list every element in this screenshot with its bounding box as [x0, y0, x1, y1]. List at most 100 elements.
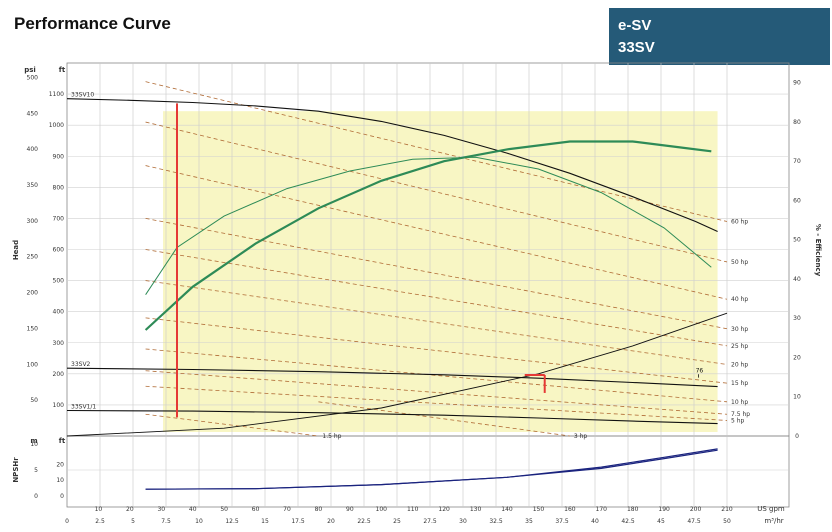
y-tick-ft: 900	[53, 153, 65, 160]
x-tick-m3h: 22.5	[357, 518, 371, 525]
y2-tick-eff: 30	[793, 315, 801, 322]
brand-series: e-SV	[618, 17, 652, 34]
x-tick-gpm: 60	[252, 506, 260, 513]
x-tick-gpm: 200	[690, 506, 702, 513]
y2-axis-title: % - Efficiency	[814, 224, 822, 277]
power-line	[145, 218, 728, 330]
y-tick-ft: 1000	[49, 122, 64, 129]
npsh-unit-ft: ft	[59, 437, 66, 445]
x-tick-gpm: 180	[627, 506, 639, 513]
x-tick-gpm: 210	[721, 506, 733, 513]
x-tick-m3h: 42.5	[621, 518, 635, 525]
x-tick-m3h: 30	[459, 518, 467, 525]
x-tick-gpm: 150	[533, 506, 545, 513]
power-line	[145, 413, 319, 437]
y-unit-psi: psi	[24, 66, 36, 74]
y2-tick-eff: 50	[793, 237, 801, 244]
brand-banner: e-SV 33SV	[609, 8, 830, 65]
x-tick-gpm: 70	[283, 506, 291, 513]
x-tick-gpm: 110	[407, 506, 419, 513]
x-tick-m3h: 5	[131, 518, 135, 525]
x-tick-m3h: 10	[195, 518, 203, 525]
npsh-plot-frame	[66, 435, 790, 508]
y-tick-psi: 200	[27, 290, 39, 297]
power-line	[318, 401, 570, 437]
y-tick-psi: 450	[27, 110, 39, 117]
x-tick-gpm: 190	[658, 506, 670, 513]
efficiency-curve	[144, 140, 712, 331]
power-line-label: 25 hp	[731, 343, 748, 350]
y-tick-ft: 200	[53, 371, 65, 378]
x-tick-m3h: 50	[723, 518, 731, 525]
npsh-axis-title: NPSHr	[12, 457, 20, 483]
y-tick-psi: 350	[27, 182, 39, 189]
npsh-tick-ft: 0	[60, 493, 64, 500]
npsh-tick-m: 10	[30, 441, 38, 448]
y-tick-ft: 100	[53, 402, 65, 409]
x-tick-m3h: 40	[591, 518, 599, 525]
power-line-label: 1.5 hp	[322, 433, 341, 440]
operating-region	[163, 111, 718, 432]
npsh-tick-m: 0	[34, 493, 38, 500]
npsh-curve	[145, 448, 718, 490]
x-tick-m3h: 27.5	[423, 518, 437, 525]
y-tick-ft: 600	[53, 247, 65, 254]
x-tick-m3h: 32.5	[489, 518, 503, 525]
x-tick-m3h: 17.5	[291, 518, 305, 525]
x-tick-gpm: 140	[501, 506, 513, 513]
power-line	[145, 165, 728, 300]
y2-tick-eff: 0	[795, 433, 799, 440]
head-curve-label: 33SV2	[71, 361, 91, 368]
y-tick-ft: 1100	[49, 91, 64, 98]
npsh-tick-ft: 20	[56, 461, 64, 468]
x-tick-m3h: 7.5	[161, 518, 171, 525]
x-tick-gpm: 80	[315, 506, 323, 513]
x-tick-gpm: 40	[189, 506, 197, 513]
power-line	[145, 348, 728, 403]
x-tick-m3h: 25	[393, 518, 401, 525]
x-tick-m3h: 47.5	[687, 518, 701, 525]
y-tick-psi: 150	[27, 325, 39, 332]
npsh-tick-ft: 10	[56, 477, 64, 484]
x-tick-m3h: 45	[657, 518, 665, 525]
y-unit-ft: ft	[59, 66, 66, 74]
x-tick-gpm: 50	[220, 506, 228, 513]
head-curve	[66, 98, 718, 233]
x-unit-m3h: m³/hr	[764, 517, 783, 525]
y-tick-ft: 500	[53, 278, 65, 285]
x-tick-m3h: 20	[327, 518, 335, 525]
power-line-label: 40 hp	[731, 296, 748, 303]
y-tick-ft: 400	[53, 309, 65, 316]
brand-model: 33SV	[618, 39, 655, 56]
x-tick-gpm: 30	[157, 506, 165, 513]
power-line-label: 5 hp	[731, 417, 745, 424]
x-tick-m3h: 0	[65, 518, 69, 525]
power-line-label: 30 hp	[731, 326, 748, 333]
y-tick-ft: 300	[53, 340, 65, 347]
power-line-label: 20 hp	[731, 362, 748, 369]
power-line	[145, 121, 728, 263]
x-tick-gpm: 100	[376, 506, 388, 513]
y-tick-psi: 300	[27, 218, 39, 225]
y-tick-ft: 800	[53, 184, 65, 191]
y2-tick-eff: 20	[793, 354, 801, 361]
head-curve	[66, 367, 718, 388]
npsh-tick-m: 5	[34, 467, 38, 474]
y-tick-psi: 50	[30, 397, 38, 404]
x-tick-m3h: 12.5	[225, 518, 239, 525]
x-tick-gpm: 20	[126, 506, 134, 513]
x-tick-m3h: 15	[261, 518, 269, 525]
power-line-label: 7.5 hp	[731, 411, 750, 418]
power-line-label: 15 hp	[731, 380, 748, 387]
npsh-unit-m: m	[30, 437, 37, 445]
x-tick-m3h: 2.5	[95, 518, 105, 525]
y-tick-psi: 250	[27, 254, 39, 261]
y2-tick-eff: 90	[793, 80, 801, 87]
system-curve	[66, 312, 728, 437]
power-line-label: 60 hp	[731, 219, 748, 226]
power-line	[145, 385, 728, 421]
power-line-label: 10 hp	[731, 399, 748, 406]
power-line-label: 50 hp	[731, 259, 748, 266]
y2-tick-eff: 10	[793, 394, 801, 401]
